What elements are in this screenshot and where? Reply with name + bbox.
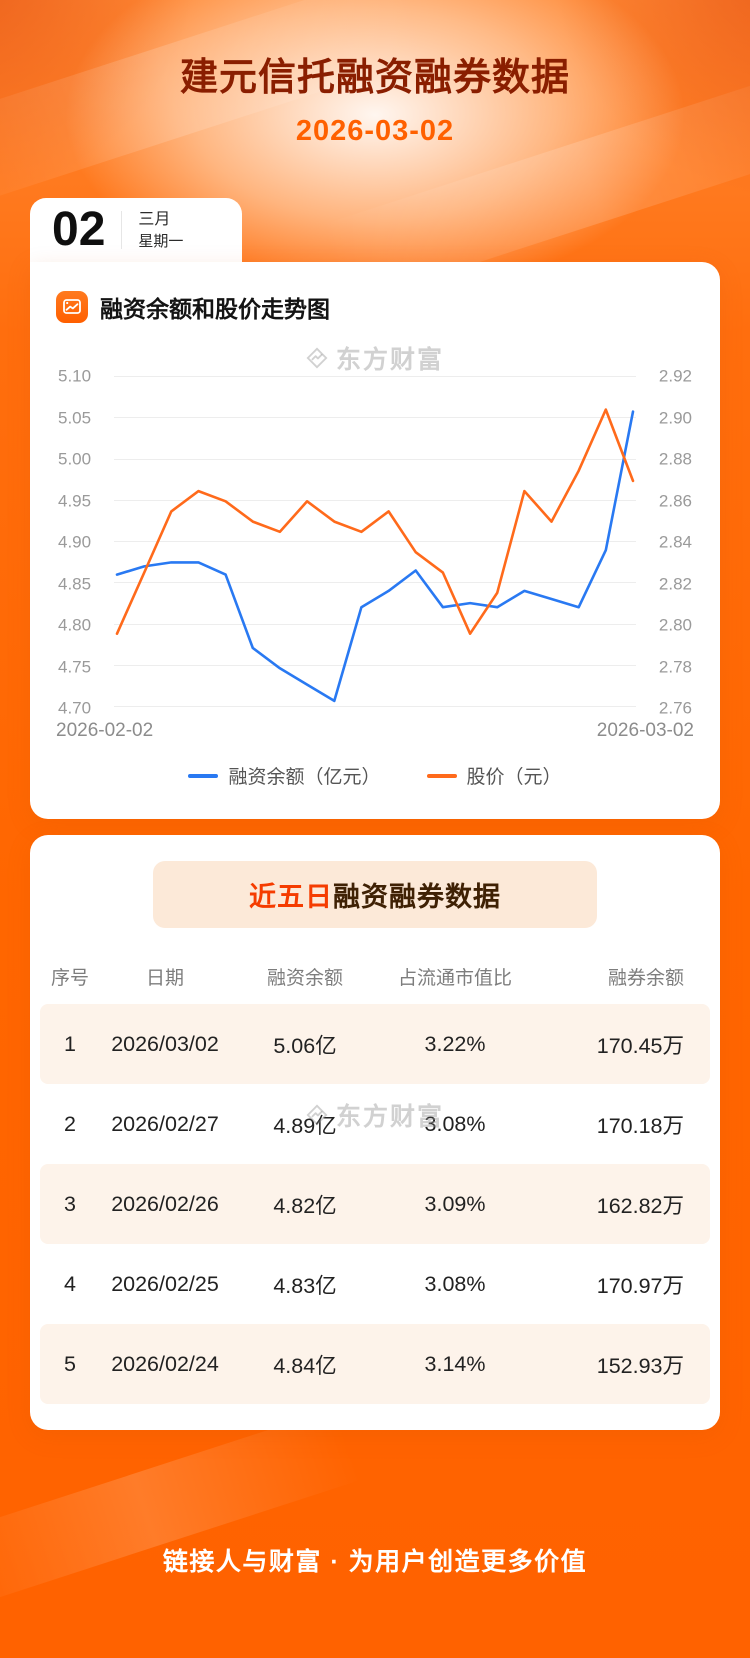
table-cell: 152.93万 [596, 1353, 684, 1378]
legend-item-financing-balance: 融资余额（亿元） [188, 762, 381, 789]
y-tick-right: 2.78 [658, 657, 692, 676]
chart-section-icon [56, 291, 88, 323]
date-card: 02 三月 星期一 [30, 198, 242, 262]
table-row: 5 2026/02/24 4.84亿 3.14% 152.93万 [40, 1324, 710, 1404]
chart-legend: 融资余额（亿元） 股价（元） [56, 762, 694, 789]
chart-plot [114, 376, 636, 708]
x-axis-start-label: 2026-02-02 [56, 720, 154, 741]
table-cell: 4 [64, 1271, 76, 1296]
chart: 东方财富 5.10 5.05 5.00 4.95 4.90 4.85 4.80 4.75 4.7… [56, 346, 694, 789]
y-tick-right: 2.92 [658, 366, 692, 386]
y-tick-left: 5.05 [58, 408, 92, 427]
y-tick-left: 5.10 [58, 366, 92, 386]
y-tick-left: 4.85 [58, 574, 92, 593]
table-cell: 2026/02/25 [111, 1271, 219, 1296]
table-cell: 170.97万 [596, 1273, 684, 1298]
y-tick-left: 5.00 [58, 449, 92, 469]
y-tick-left: 4.80 [58, 615, 92, 635]
table-cell: 170.45万 [596, 1033, 684, 1058]
table-cell: 3.14% [424, 1351, 486, 1376]
legend-line-blue [188, 773, 219, 778]
table-cell: 2026/02/27 [111, 1111, 219, 1136]
table-panel: 近五日融资融券数据 序号 日期 融资余额 占流通市值比 融券余额 1 2026/03/02… [30, 835, 720, 1430]
divider [121, 211, 123, 249]
table-cell: 162.82万 [596, 1193, 684, 1218]
table-cell: 2026/02/26 [111, 1191, 219, 1216]
table-cell: 4.84亿 [273, 1353, 337, 1378]
decor-streak [0, 1407, 362, 1613]
table-cell: 5.06亿 [273, 1033, 337, 1058]
footer-slogan: 链接人与财富 · 为用户创造更多价值 [162, 1548, 588, 1576]
y-tick-right: 2.80 [658, 615, 692, 635]
legend-label: 股价（元） [466, 767, 562, 788]
y-tick-left: 4.95 [58, 491, 92, 510]
y-axis-right: 2.92 2.90 2.88 2.86 2.84 2.82 2.80 2.78 2.76 [644, 368, 694, 717]
y-tick-right: 2.88 [658, 449, 692, 469]
table-cell: 1 [64, 1031, 76, 1056]
y-tick-right: 2.82 [658, 574, 692, 593]
x-axis-end-label: 2026-03-02 [596, 720, 694, 741]
column-header: 日期 [145, 967, 184, 989]
table-cell: 3.08% [424, 1271, 486, 1296]
table-cell: 5 [64, 1351, 76, 1376]
page-title: 建元信托融资融券数据 [179, 57, 570, 99]
table-cell: 4.83亿 [273, 1273, 337, 1298]
table-row: 4 2026/02/25 4.83亿 3.08% 170.97万 [40, 1244, 710, 1324]
legend-item-stock-price: 股价（元） [426, 762, 562, 789]
table-header: 序号 日期 融资余额 占流通市值比 融券余额 [40, 948, 710, 1004]
y-tick-right: 2.86 [658, 491, 692, 510]
x-axis-labels: 2026-02-02 2026-03-02 [56, 720, 694, 742]
y-axis-left: 5.10 5.05 5.00 4.95 4.90 4.85 4.80 4.75 4.70 [56, 368, 106, 717]
column-header: 融券余额 [607, 967, 684, 989]
date-weekday: 星期一 [138, 232, 184, 250]
table-title-badge: 近五日融资融券数据 [153, 861, 597, 928]
table-cell: 3.22% [424, 1031, 486, 1056]
table-title-rest: 融资融券数据 [333, 882, 501, 912]
y-tick-left: 4.90 [58, 532, 92, 552]
date-month: 三月 [138, 210, 171, 228]
table-title-highlight: 近五日 [249, 882, 333, 912]
report-date: 2026-03-02 [295, 115, 455, 147]
table-cell: 2 [64, 1111, 76, 1136]
legend-line-orange [426, 773, 457, 778]
y-tick-right: 2.76 [658, 698, 692, 718]
date-day: 02 [52, 203, 106, 256]
chart-section-title: 融资余额和股价走势图 [100, 296, 330, 322]
table-cell: 3 [64, 1191, 76, 1216]
table-cell: 2026/02/24 [111, 1351, 219, 1376]
table-row: 1 2026/03/02 5.06亿 3.22% 170.45万 [40, 1004, 710, 1084]
eastmoney-logo-icon [306, 347, 328, 369]
y-tick-right: 2.84 [658, 532, 692, 552]
chart-panel: 融资余额和股价走势图 东方财富 5.10 5.05 5.00 4.95 4.90 4.85… [30, 262, 720, 819]
table-cell: 3.09% [424, 1191, 486, 1216]
table-cell: 3.08% [424, 1111, 486, 1136]
column-header: 融资余额 [266, 967, 343, 989]
table-cell: 2026/03/02 [111, 1031, 219, 1056]
mini-chart-icon [63, 299, 81, 314]
table-cell: 170.18万 [596, 1113, 684, 1138]
margin-data-table: 序号 日期 融资余额 占流通市值比 融券余额 1 2026/03/02 5.06亿 3.22%… [40, 948, 710, 1404]
table-row: 3 2026/02/26 4.82亿 3.09% 162.82万 [40, 1164, 710, 1244]
table-row: 2 2026/02/27 4.89亿 3.08% 170.18万 [40, 1084, 710, 1164]
table-cell: 4.82亿 [273, 1193, 337, 1218]
y-tick-left: 4.75 [58, 657, 92, 676]
y-tick-right: 2.90 [658, 408, 692, 427]
column-header: 序号 [50, 967, 89, 989]
watermark-text: 东方财富 [335, 346, 445, 374]
column-header: 占流通市值比 [397, 967, 512, 989]
y-tick-left: 4.70 [58, 698, 92, 718]
table-body: 1 2026/03/02 5.06亿 3.22% 170.45万 2 2026/02/27 4… [40, 1004, 710, 1404]
table-cell: 4.89亿 [273, 1113, 337, 1138]
watermark-eastmoney: 东方财富 [306, 340, 444, 376]
legend-label: 融资余额（亿元） [228, 767, 381, 788]
